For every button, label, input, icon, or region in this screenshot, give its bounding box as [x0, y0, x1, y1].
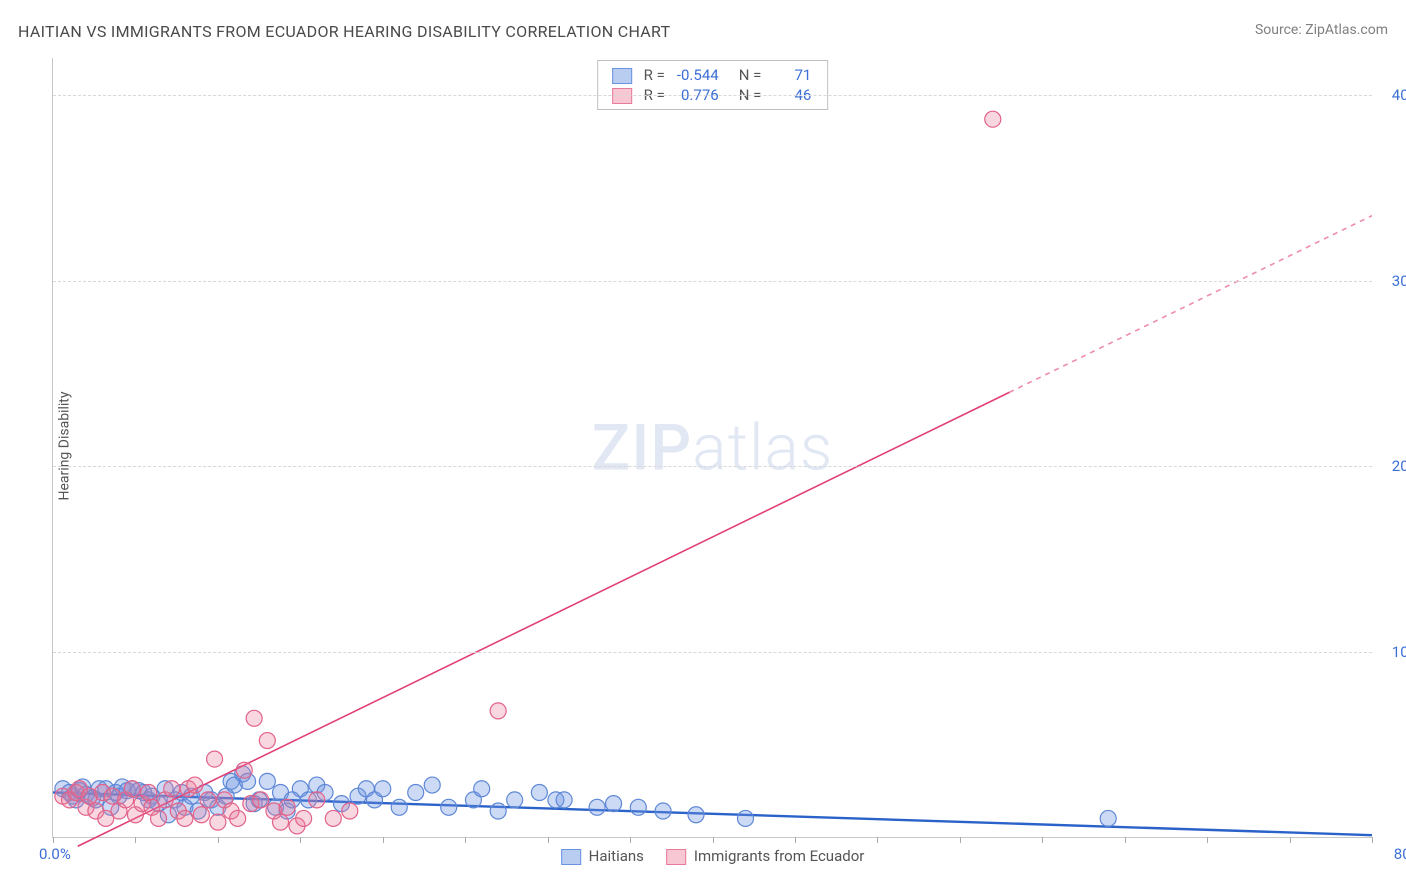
label-N: N =: [725, 65, 768, 85]
legend-item-ecuador: Immigrants from Ecuador: [666, 847, 864, 865]
xtick: [53, 837, 54, 843]
xtick: [465, 837, 466, 843]
legend-label-ecuador: Immigrants from Ecuador: [694, 847, 864, 865]
value-N-haitians: 71: [767, 65, 817, 85]
stats-row-haitians: R = -0.544 N = 71: [606, 65, 818, 85]
xtick: [1372, 837, 1373, 843]
gridline-h: [53, 466, 1372, 467]
chart-svg: [53, 58, 1372, 837]
value-R-haitians: -0.544: [671, 65, 725, 85]
xtick: [1207, 837, 1208, 843]
xtick: [960, 837, 961, 843]
x-label-max: 80.0%: [1394, 845, 1406, 863]
xtick: [548, 837, 549, 843]
xtick: [383, 837, 384, 843]
ytick-label: 30.0%: [1376, 272, 1406, 290]
ytick-label: 10.0%: [1376, 643, 1406, 661]
correlation-chart: HAITIAN VS IMMIGRANTS FROM ECUADOR HEARI…: [0, 0, 1406, 892]
swatch-haitians: [612, 68, 632, 84]
xtick: [135, 837, 136, 843]
xtick: [795, 837, 796, 843]
series-legend: Haitians Immigrants from Ecuador: [561, 847, 865, 865]
xtick: [1042, 837, 1043, 843]
ytick-label: 20.0%: [1376, 457, 1406, 475]
xtick: [1290, 837, 1291, 843]
xtick: [877, 837, 878, 843]
chart-title: HAITIAN VS IMMIGRANTS FROM ECUADOR HEARI…: [18, 22, 670, 41]
stats-legend: R = -0.544 N = 71 R = 0.776 N = 46: [597, 60, 829, 110]
label-R: R =: [638, 65, 671, 85]
gridline-h: [53, 281, 1372, 282]
legend-swatch-ecuador: [666, 849, 686, 865]
plot-area: ZIPatlas R = -0.544 N = 71 R = 0.776 N =…: [52, 58, 1372, 838]
chart-source: Source: ZipAtlas.com: [1255, 22, 1388, 38]
xtick: [630, 837, 631, 843]
legend-label-haitians: Haitians: [589, 847, 644, 865]
xtick: [218, 837, 219, 843]
legend-swatch-haitians: [561, 849, 581, 865]
legend-item-haitians: Haitians: [561, 847, 644, 865]
xtick: [300, 837, 301, 843]
x-label-min: 0.0%: [39, 845, 71, 863]
xtick: [1125, 837, 1126, 843]
xtick: [713, 837, 714, 843]
gridline-h: [53, 652, 1372, 653]
gridline-h: [53, 95, 1372, 96]
ytick-label: 40.0%: [1376, 86, 1406, 104]
